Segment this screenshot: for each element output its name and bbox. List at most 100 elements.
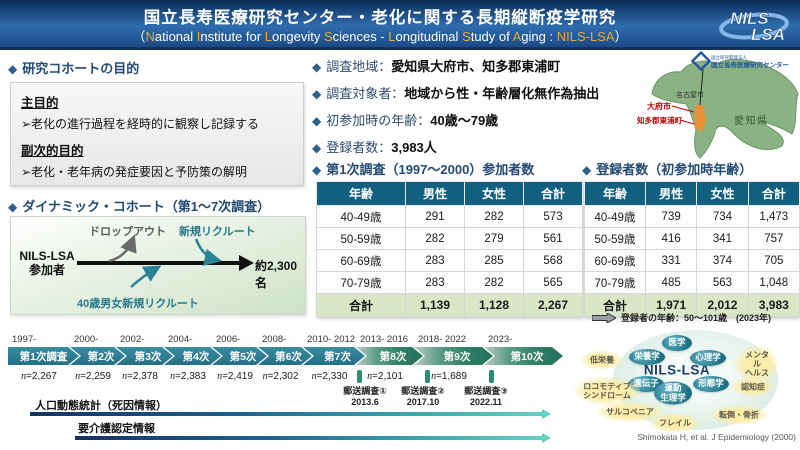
survey-info-label: 調査対象者： — [326, 86, 405, 101]
table-total-row: 合計 1,971 2,012 3,983 — [584, 293, 800, 317]
table-row: 50-59歳 416 341 757 — [584, 227, 800, 250]
subtitle-segment: ging : — [521, 29, 557, 44]
column-header: 男性 — [405, 181, 465, 206]
table-cell: 合計 — [316, 293, 406, 317]
logo-pointer-line — [699, 68, 704, 106]
table-cell: 50-59歳 — [584, 227, 646, 250]
table-cell: 283 — [405, 249, 465, 272]
registrants-age-note-text: 登録者の年齢：50～101歳 (2023年) — [621, 313, 772, 323]
cohort-heading: ◆ ダイナミック・コホート（第1～7次調査） — [8, 196, 270, 215]
table-cell: 285 — [464, 249, 524, 272]
n-symbol: n — [170, 371, 176, 382]
n-symbol: n — [217, 371, 223, 382]
table-cell: 283 — [405, 271, 465, 294]
table-header-row: 年齢 男性 女性 合計 — [584, 181, 800, 206]
timeline-phase-label: 第10次 — [510, 350, 544, 363]
timeline: 1997- 第1次調査 n=2,267 2000- 第2次 n=2,259 2002- 第3次… — [8, 334, 592, 414]
cohort-main-arrowhead — [239, 255, 254, 271]
diamond-bullet-icon: ◆ — [582, 163, 592, 177]
table-cell: 739 — [644, 205, 698, 228]
higashiura-label: 知多郡東浦町 — [637, 115, 682, 125]
table-cell: 282 — [464, 205, 524, 228]
timeline-year-label: 2023- — [488, 334, 513, 345]
diamond-bullet-icon: ◆ — [312, 60, 322, 74]
table-cell: 734 — [696, 205, 749, 228]
vital-statistics-arrow — [30, 412, 542, 416]
survey-info-item: ◆ 登録者数：3,983人 — [312, 139, 642, 157]
ncgg-logo: 国立研究開発法人 国立長寿医療研究センター — [690, 50, 789, 106]
mail-survey-label: 郵送調査③ 2022.11 — [464, 386, 508, 408]
table-cell: 60-69歳 — [584, 249, 646, 272]
column-header: 男性 — [644, 181, 698, 206]
discipline-bubble: 運動 生理学 — [654, 381, 692, 405]
table-cell: 1,139 — [405, 293, 465, 317]
timeline-phase: 第10次 — [484, 347, 563, 365]
subtitle-segment: （ — [132, 29, 146, 44]
table-row: 60-69歳 283 285 568 — [316, 249, 583, 272]
new-recruit-label: 新規リクルート — [179, 226, 256, 238]
table-row: 40-49歳 739 734 1,473 — [584, 205, 800, 228]
table-header-row: 年齢 男性 女性 合計 — [316, 181, 583, 206]
table-total-row: 合計 1,139 1,128 2,267 — [316, 293, 583, 317]
primary-purpose-item: ➢老化の進行過程を経時的に観察し記録する — [21, 117, 260, 131]
registrants-table: 年齢 男性 女性 合計 40-49歳 739 734 1,473 50-59歳 416 341 757… — [584, 181, 800, 317]
header-bar: 国立長寿医療研究センター・老化に関する長期縦断疫学研究 （National In… — [0, 0, 800, 50]
subtitle-segment: ational — [154, 29, 197, 44]
mail-survey-marker — [357, 370, 362, 383]
table-cell: 341 — [696, 227, 749, 250]
n-symbol: n — [311, 371, 317, 382]
table-cell: 1,971 — [644, 293, 698, 317]
n-symbol: n — [262, 371, 268, 382]
diamond-bullet-icon: ◆ — [312, 87, 322, 101]
timeline-phase-label: 第9次 — [443, 350, 471, 363]
purpose-box: 主目的 ➢老化の進行過程を経時的に観察し記録する 副次的目的 ➢老化・老年病の発… — [10, 82, 304, 186]
table-row: 50-59歳 282 279 561 — [316, 227, 583, 250]
mail-survey-label: 郵送調査① 2013.6 — [343, 386, 387, 408]
table-cell: 485 — [644, 271, 698, 294]
timeline-n-value: n=2,267 — [21, 371, 57, 382]
mail-survey-date: 2022.11 — [469, 397, 503, 407]
table-cell: 2,267 — [523, 293, 583, 317]
topic-label: メンタル ヘルス — [735, 345, 779, 383]
diamond-bullet-icon: ◆ — [312, 114, 322, 128]
survey-info-value: 40歳～79歳 — [430, 113, 499, 128]
care-certification-arrowhead — [542, 433, 551, 443]
table-cell: 3,983 — [747, 293, 800, 317]
survey-info-value: 愛知県大府市、知多郡東浦町 — [391, 59, 561, 74]
timeline-phase: 第9次 — [414, 347, 493, 365]
diamond-bullet-icon: ◆ — [8, 62, 18, 76]
table-cell: 1,048 — [747, 271, 800, 294]
survey-info-item: ◆ 調査対象者：地域から性・年齢層化無作為抽出 — [312, 85, 642, 103]
table2-heading: ◆ 登録者数（初参加時年齢） — [582, 159, 752, 178]
table-row: 60-69歳 331 374 705 — [584, 249, 800, 272]
cohort-arrows — [77, 234, 254, 288]
timeline-phase: 第5次 — [212, 347, 267, 365]
vital-statistics-label: 人口動態統計（死因情報） — [35, 400, 167, 412]
registrants-age-note: 登録者の年齢：50～101歳 (2023年) — [592, 311, 771, 324]
timeline-phase-label: 第3次 — [134, 350, 162, 363]
cohort-heading-label: ダイナミック・コホート（第1～7次調査） — [22, 199, 271, 214]
column-header: 年齢 — [584, 181, 646, 206]
timeline-n-value: n=1,689 — [431, 371, 467, 382]
table1-wrap: 年齢 男性 女性 合計 40-49歳 291 282 573 50-59歳 282 279 561 60… — [316, 181, 583, 317]
diagram-background-ellipse — [613, 330, 778, 430]
column-header: 合計 — [523, 181, 583, 206]
table-cell: 40-49歳 — [316, 205, 406, 228]
page-title: 国立長寿医療研究センター・老化に関する長期縦断疫学研究 — [143, 9, 617, 27]
timeline-phase: 第3次 — [116, 347, 173, 365]
table-cell: 757 — [747, 227, 800, 250]
discipline-bubble: 医学 — [662, 335, 692, 351]
dynamic-cohort-diagram: ドロップアウト 新規リクルート NILS-LSA 参加者 約2,300名 40歳… — [10, 216, 306, 315]
table-cell: 2,012 — [696, 293, 749, 317]
topic-label: 認知症 — [732, 377, 774, 397]
n-symbol: n — [21, 371, 27, 382]
nils-lsa-logo-icon: NILS LSA — [719, 9, 789, 44]
table-cell: 合計 — [584, 293, 646, 317]
subtitle-segment: ） — [614, 29, 628, 44]
table-row: 70-79歳 283 282 565 — [316, 271, 583, 294]
table-cell: 565 — [523, 271, 583, 294]
n-symbol: n — [367, 371, 373, 382]
table1-heading: ◆ 第1次調査（1997～2000）参加者数 — [312, 159, 534, 178]
diamond-bullet-icon: ◆ — [312, 163, 322, 177]
